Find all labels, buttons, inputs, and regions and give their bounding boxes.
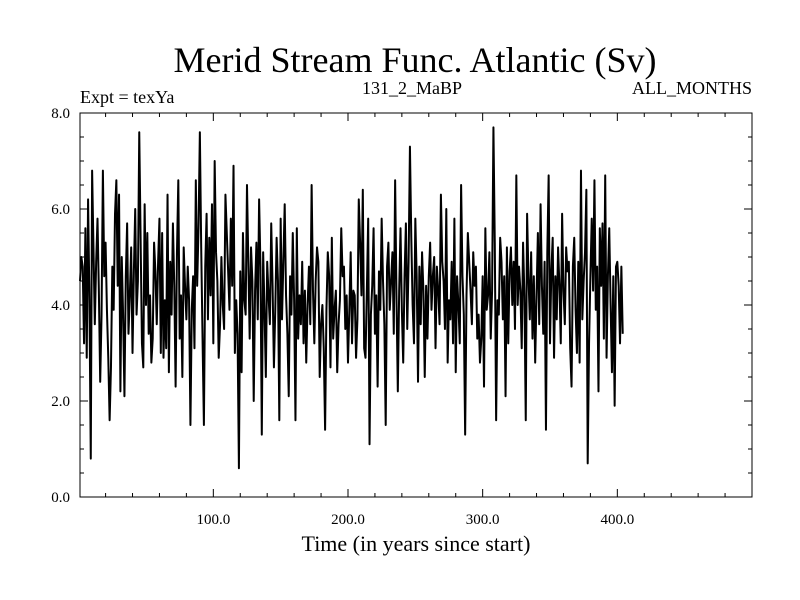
y-tick-label: 4.0 — [51, 298, 70, 314]
series-line — [79, 126, 624, 470]
y-axis-ticks: 0.0 2.0 4.0 6.0 8.0 — [51, 106, 752, 506]
x-tick-label: 100.0 — [196, 512, 230, 528]
y-tick-label: 8.0 — [51, 106, 70, 122]
x-axis-ticks: 100.0 200.0 300.0 400.0 — [105, 113, 726, 528]
chart-title: Merid Stream Func. Atlantic (Sv) — [174, 40, 657, 80]
x-axis-label: Time (in years since start) — [302, 531, 531, 556]
plot-frame — [79, 112, 753, 498]
x-tick-label: 200.0 — [331, 512, 365, 528]
period-label: 131_2_MaBP — [362, 78, 462, 98]
y-tick-label: 2.0 — [51, 394, 70, 410]
x-tick-label: 400.0 — [600, 512, 634, 528]
months-label: ALL_MONTHS — [632, 78, 752, 98]
y-tick-label: 0.0 — [51, 490, 70, 506]
series-layer — [79, 126, 624, 470]
y-tick-label: 6.0 — [51, 202, 70, 218]
x-tick-label: 300.0 — [466, 512, 500, 528]
experiment-label: Expt = texYa — [80, 87, 174, 107]
